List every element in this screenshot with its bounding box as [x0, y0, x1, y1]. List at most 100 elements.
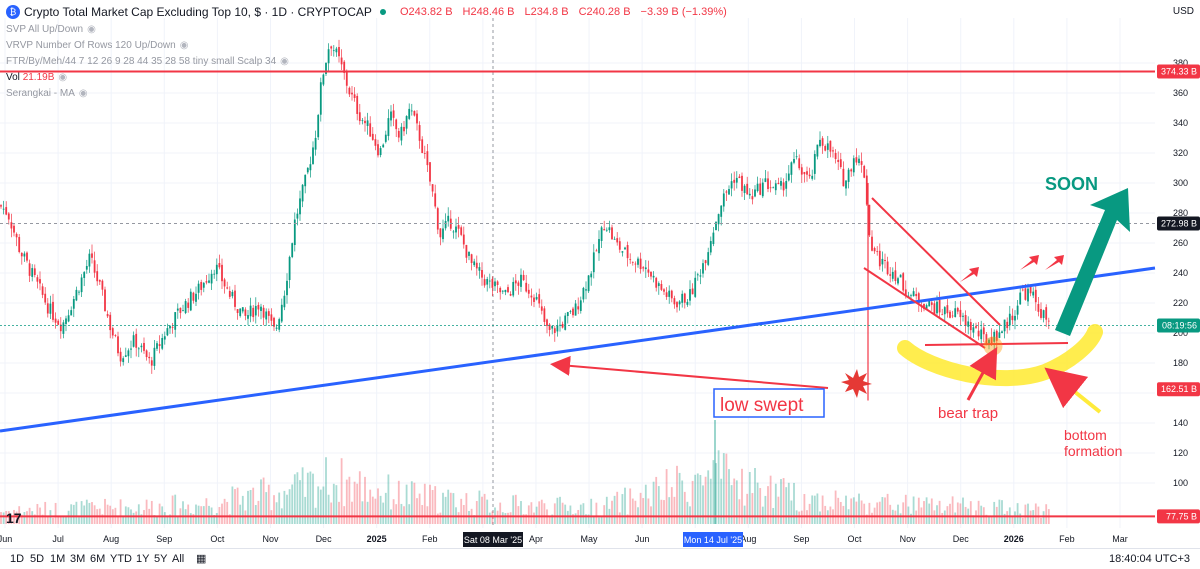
volume-bar [410, 481, 413, 524]
price-tag-label: 77.75 B [1166, 511, 1197, 521]
candle-body [145, 350, 148, 358]
candle-body [756, 183, 759, 192]
volume-bar [962, 497, 964, 524]
indicator-label: VRVP Number Of Rows 120 Up/Down [6, 40, 176, 51]
volume-bar [780, 479, 782, 524]
candle-body [730, 181, 733, 189]
volume-bar [512, 495, 515, 524]
volume-bar [954, 512, 957, 524]
bear-trap-circle [983, 336, 1003, 356]
volume-bar [15, 511, 18, 524]
eye-icon[interactable]: ◉ [78, 88, 88, 99]
candle-body [127, 350, 130, 357]
candle-body [603, 229, 606, 231]
timeframe-1d[interactable]: 1D [10, 553, 25, 565]
timeframe-6m[interactable]: 6M [90, 553, 106, 565]
candle-body [400, 126, 403, 141]
volume-bar [595, 502, 598, 524]
candle-body [933, 303, 936, 315]
volume-bar [647, 498, 650, 524]
timeframe-all[interactable]: All [172, 553, 185, 565]
indicator-svp[interactable]: SVP All Up/Down ◉ [6, 24, 96, 35]
candle-body [663, 289, 665, 292]
timeframe-1y[interactable]: 1Y [136, 553, 150, 565]
candle-body [728, 189, 730, 195]
candle-body [579, 300, 582, 311]
indicator-ftr[interactable]: FTR/By/Meh/44 7 12 26 9 28 44 35 28 58 t… [6, 56, 289, 67]
currency-label[interactable]: USD [1172, 6, 1194, 17]
candle-body [894, 270, 897, 281]
indicator-vrvp[interactable]: VRVP Number Of Rows 120 Up/Down ◉ [6, 40, 188, 51]
candle-body [702, 263, 704, 274]
volume-bar [426, 506, 429, 524]
candle-body [678, 301, 681, 305]
volume-bar [83, 505, 86, 524]
timeframe-5y[interactable]: 5Y [154, 553, 168, 565]
timeframe-5d[interactable]: 5D [30, 553, 45, 565]
volume-bar [93, 505, 96, 524]
candle-body [254, 305, 257, 316]
volume-bar [813, 495, 816, 524]
volume-bar [798, 511, 801, 524]
price-tag-bg [1157, 64, 1200, 79]
volume-bar [561, 502, 564, 524]
candle-body [774, 183, 777, 191]
volume-bar [824, 505, 827, 524]
x-tick-label: May [581, 534, 599, 544]
volume-bar [644, 484, 647, 524]
indicator-vol[interactable]: Vol 21.19B ◉ [6, 72, 67, 83]
volume-bar [811, 495, 814, 524]
volume-bar [642, 498, 645, 524]
eye-icon[interactable]: ◉ [87, 24, 96, 35]
volume-bar [5, 511, 8, 524]
bottom-formation-label: bottom [1064, 427, 1107, 443]
candle-body [824, 146, 827, 151]
volume-bar [1021, 517, 1024, 524]
candle-body [213, 273, 216, 275]
candle-body [808, 174, 811, 177]
volume-bar [1027, 503, 1029, 524]
candle-body [1024, 288, 1027, 300]
eye-icon[interactable]: ◉ [280, 56, 289, 67]
channel-lower [863, 267, 986, 349]
ohlc-open: O243.82 B [399, 6, 453, 18]
candle-body [483, 279, 486, 286]
volume-bar [858, 493, 860, 524]
candle-body [330, 46, 333, 49]
timeframe-ytd[interactable]: YTD [110, 553, 132, 565]
volume-bar [462, 505, 465, 524]
blue-trendline [0, 266, 1156, 433]
indicator-ma[interactable]: Serangkai - MA ◉ [6, 88, 88, 99]
candle-body [20, 252, 23, 257]
candle-body [187, 302, 190, 308]
volume-bar [899, 513, 902, 524]
eye-icon[interactable]: ◉ [179, 40, 189, 51]
volume-bar [756, 482, 759, 524]
candle-body [733, 179, 736, 183]
volume-bar [566, 510, 569, 524]
candle-body [881, 258, 884, 265]
candle-body [426, 151, 429, 166]
calendar-icon[interactable]: ▦ [196, 553, 207, 565]
candle-body [109, 314, 112, 331]
volume-bar [351, 501, 353, 524]
candle-body [845, 180, 847, 189]
candle-body [184, 301, 187, 314]
timeframe-1m[interactable]: 1M [50, 553, 66, 565]
y-tick-label: 100 [1173, 478, 1188, 488]
volume-bar [423, 483, 426, 524]
date-marker-bg [683, 532, 743, 547]
volume-bar [392, 499, 395, 524]
candle-body [865, 175, 868, 205]
candle-body [1047, 320, 1050, 322]
clock[interactable]: 18:40:04 UTC+3 [1108, 553, 1190, 565]
volume-bar [200, 506, 203, 524]
chart-title[interactable]: Crypto Total Market Cap Excluding Top 10… [24, 5, 372, 19]
eye-icon[interactable]: ◉ [58, 72, 68, 83]
timeframe-3m[interactable]: 3M [70, 553, 86, 565]
candle-body [57, 320, 60, 325]
candle-body [639, 258, 642, 270]
volume-bar [52, 517, 54, 524]
candle-body [884, 259, 886, 261]
